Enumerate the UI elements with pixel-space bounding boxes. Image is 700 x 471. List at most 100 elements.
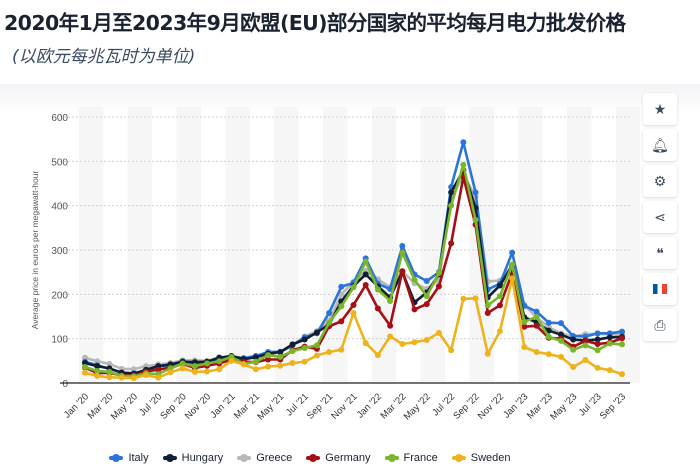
grid-band <box>518 107 543 383</box>
data-point <box>350 284 357 291</box>
data-point <box>557 337 564 344</box>
data-point <box>423 293 430 300</box>
data-point <box>277 353 284 360</box>
data-point <box>557 320 564 327</box>
data-point <box>521 323 528 330</box>
data-point <box>423 301 430 308</box>
legend-label: Greece <box>256 452 293 464</box>
star-icon: ★ <box>653 100 667 117</box>
data-point <box>228 357 235 364</box>
legend-item-hungary[interactable]: Hungary <box>162 452 224 464</box>
data-point <box>106 360 113 367</box>
bell-button[interactable]: 🔔︎ <box>643 129 677 161</box>
data-point <box>460 295 467 302</box>
y-tick-label: 600 <box>51 113 68 124</box>
data-point <box>472 295 479 302</box>
data-point <box>94 372 101 379</box>
data-point <box>265 356 272 363</box>
data-point <box>362 340 369 347</box>
x-tick-label: Jan '22 <box>355 391 384 420</box>
x-tick-label: May '20 <box>109 391 140 422</box>
data-point <box>374 352 381 359</box>
x-tick-label: Jan '21 <box>208 391 237 420</box>
data-point <box>204 360 211 367</box>
data-point <box>557 353 564 360</box>
data-point <box>411 306 418 313</box>
data-point <box>423 278 430 285</box>
data-point <box>82 364 88 371</box>
data-point <box>435 329 442 336</box>
data-point <box>338 303 345 310</box>
data-point <box>82 369 88 376</box>
x-tick-label: Sep '20 <box>158 391 188 421</box>
data-point <box>448 202 455 209</box>
data-point <box>521 318 528 325</box>
legend-label: Hungary <box>181 452 224 464</box>
data-point <box>448 240 455 247</box>
gear-icon: ⚙ <box>653 172 667 189</box>
data-point <box>289 348 296 355</box>
legend-item-france[interactable]: France <box>384 452 438 464</box>
legend-item-greece[interactable]: Greece <box>237 452 292 464</box>
data-point <box>216 366 223 373</box>
data-point <box>545 333 552 340</box>
data-point <box>338 283 345 290</box>
data-point <box>362 282 369 289</box>
data-point <box>484 302 491 309</box>
data-point <box>338 346 345 353</box>
data-point <box>448 347 455 354</box>
gear-button[interactable]: ⚙ <box>643 165 677 197</box>
legend-item-germany[interactable]: Germany <box>306 452 371 464</box>
data-point <box>496 293 503 300</box>
x-tick-label: Sep '22 <box>451 391 481 421</box>
data-point <box>94 363 101 370</box>
grid-band <box>225 107 250 383</box>
x-tick-label: Nov '21 <box>329 391 359 421</box>
y-tick-label: 300 <box>51 246 68 257</box>
y-tick-label: 500 <box>51 157 68 168</box>
data-point <box>521 344 528 351</box>
flag-button[interactable] <box>643 273 677 305</box>
data-point <box>533 308 540 315</box>
data-point <box>460 161 467 168</box>
data-point <box>252 358 259 365</box>
x-tick-label: Nov '22 <box>476 391 506 421</box>
series-sweden <box>82 275 625 382</box>
share-icon: ⋖ <box>654 208 666 225</box>
data-point <box>570 336 577 343</box>
data-point <box>277 348 284 355</box>
bell-icon: 🔔︎ <box>651 136 669 153</box>
quote-button[interactable]: ❝ <box>643 237 677 269</box>
grid-band <box>322 107 348 383</box>
data-point <box>460 139 467 146</box>
series-italy <box>82 139 625 377</box>
data-point <box>570 346 577 353</box>
print-button[interactable]: ⎙ <box>643 309 677 341</box>
data-point <box>509 261 516 268</box>
data-point <box>106 374 113 381</box>
data-point <box>582 337 589 344</box>
data-point <box>252 354 259 361</box>
data-point <box>594 336 601 343</box>
data-point <box>289 360 296 367</box>
data-point <box>435 270 442 277</box>
legend-item-sweden[interactable]: Sweden <box>451 452 511 464</box>
share-button[interactable]: ⋖ <box>643 201 677 233</box>
data-point <box>191 368 198 375</box>
data-point <box>509 249 516 256</box>
data-point <box>118 374 125 381</box>
data-point <box>179 360 186 367</box>
y-axis-label: Average price in euros per megawatt-hour <box>30 171 40 330</box>
legend-swatch <box>237 454 252 462</box>
data-point <box>448 189 455 196</box>
data-point <box>313 329 320 336</box>
data-point <box>289 341 296 348</box>
data-point <box>484 309 491 316</box>
data-point <box>350 301 357 308</box>
data-point <box>545 319 552 326</box>
star-button[interactable]: ★ <box>643 93 677 125</box>
data-point <box>606 340 613 347</box>
series-greece <box>82 171 625 373</box>
legend-item-italy[interactable]: Italy <box>109 452 149 464</box>
data-point <box>167 369 174 376</box>
